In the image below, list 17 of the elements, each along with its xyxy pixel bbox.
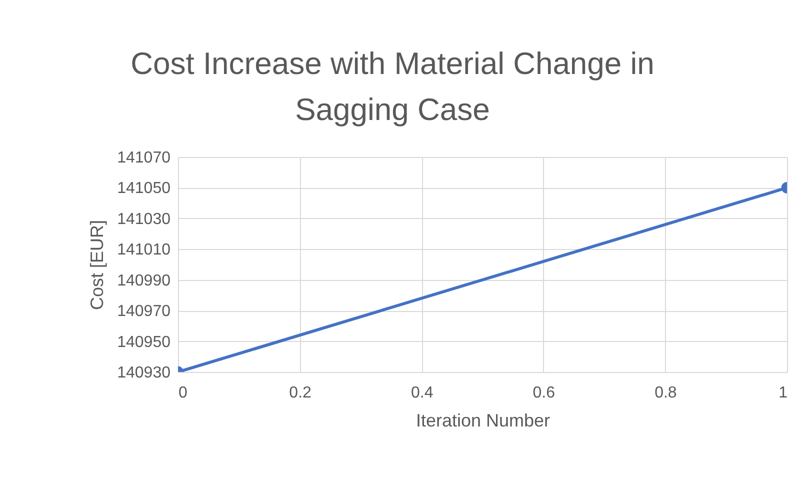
y-tick-label: 140990 (117, 272, 171, 290)
y-tick-label: 141050 (117, 180, 171, 198)
x-tick-label: 0.6 (532, 384, 556, 402)
y-tick-label: 141030 (117, 210, 171, 228)
x-tick-label: 0.4 (410, 384, 434, 402)
y-axis-title: Cost [EUR] (87, 220, 108, 310)
x-axis-title: Iteration Number (416, 410, 550, 430)
x-tick-label: 1 (778, 384, 788, 402)
chart-title: Cost Increase with Material Change in Sagging Case (130, 46, 654, 127)
y-tick-label: 141010 (117, 242, 171, 259)
x-tick-label: 0.8 (654, 384, 677, 402)
y-tick-label: 140950 (117, 334, 171, 351)
x-tick-label: 0.2 (289, 384, 312, 402)
x-tick-label: 0 (178, 384, 188, 402)
y-tick-label: 140970 (117, 303, 171, 320)
y-tick-label: 141070 (117, 150, 171, 166)
y-tick-label: 140930 (117, 364, 171, 382)
